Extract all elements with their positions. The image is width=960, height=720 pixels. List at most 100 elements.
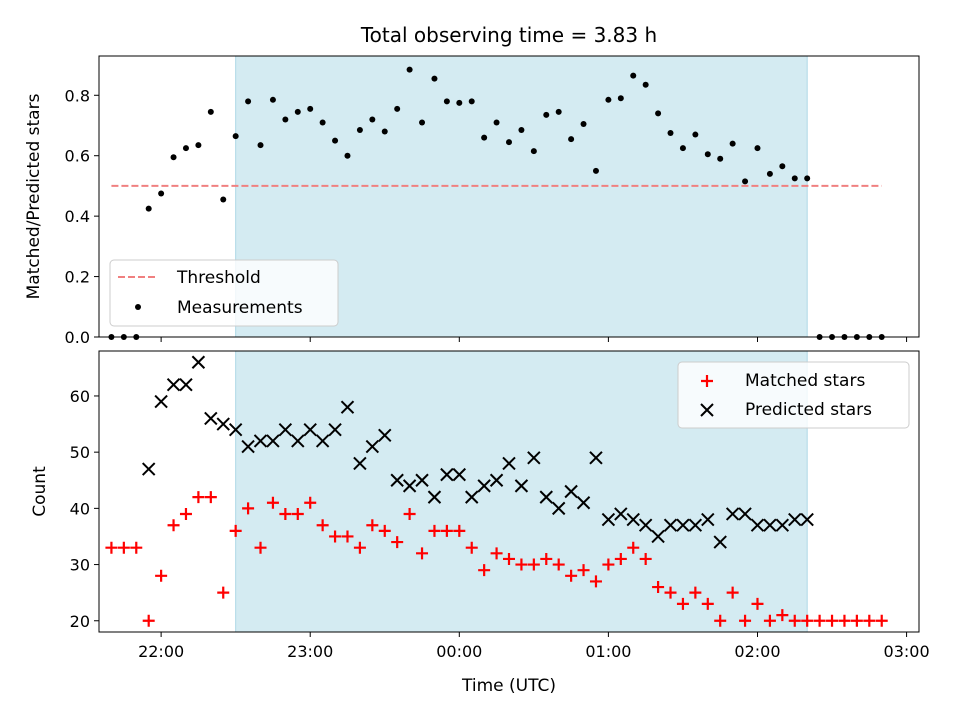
measurement-point: [394, 105, 401, 112]
measurement-point: [493, 119, 500, 126]
measurement-point: [381, 128, 388, 135]
matched-point: [391, 536, 404, 549]
measurement-point: [419, 119, 426, 126]
matched-point: [316, 519, 329, 532]
predicted-point: [551, 501, 566, 516]
bottom-xtick-label: 00:00: [436, 642, 482, 661]
predicted-point: [228, 422, 243, 437]
top-ytick-label: 0.0: [65, 328, 90, 347]
measurement-point: [182, 145, 189, 152]
matched-point: [527, 558, 540, 571]
matched-point: [540, 552, 553, 565]
matched-point: [863, 614, 876, 627]
predicted-point: [638, 518, 653, 532]
top-ytick-label: 0.4: [65, 207, 90, 226]
predicted-point: [775, 518, 790, 532]
predicted-point: [378, 428, 392, 443]
predicted-point: [489, 473, 504, 487]
predicted-point: [353, 456, 367, 471]
measurement-point: [704, 151, 711, 158]
predicted-point: [315, 434, 330, 448]
predicted-point: [141, 462, 156, 476]
measurement-point: [220, 196, 227, 203]
measurement-point: [568, 136, 575, 143]
matched-point: [192, 491, 205, 504]
matched-point: [726, 586, 739, 599]
bottom-ytick-label: 40: [70, 499, 90, 518]
matched-point: [167, 519, 180, 532]
bottom-ytick-label: 50: [70, 443, 90, 462]
bottom-xtick-label: 23:00: [287, 642, 333, 661]
top-ytick-label: 0.6: [65, 147, 90, 166]
matched-point: [689, 586, 702, 599]
measurement-point: [655, 110, 662, 117]
predicted-point: [328, 422, 342, 437]
bottom-panel: 20 30 40 50 60 22:00 23:00 00:00 01:00 02:00 03:00…: [30, 350, 930, 661]
predicted-point: [502, 456, 516, 471]
predicted-point: [191, 355, 206, 369]
measurement-point: [456, 99, 463, 106]
bottom-ytick-label: 20: [70, 612, 90, 631]
measurement-point: [592, 167, 599, 174]
predicted-point: [266, 434, 280, 448]
matched-point: [664, 586, 677, 599]
predicted-point: [452, 467, 467, 482]
measurement-point: [530, 148, 537, 155]
measurement-point: [742, 178, 749, 185]
matched-point: [614, 552, 627, 565]
matched-point: [589, 575, 602, 588]
measurement-point: [605, 96, 612, 103]
matched-point: [503, 552, 515, 565]
predicted-point: [390, 473, 404, 487]
predicted-point: [539, 490, 553, 504]
matched-point: [813, 614, 826, 627]
top-legend-box: [109, 259, 339, 327]
bottom-legend-box: [677, 361, 910, 429]
bottom-xtick-label: 01:00: [585, 642, 631, 661]
matched-point: [204, 491, 217, 504]
matched-point: [801, 614, 814, 627]
predicted-point: [626, 512, 640, 527]
predicted-point: [788, 512, 802, 527]
matched-point: [652, 581, 665, 594]
predicted-point: [216, 417, 230, 431]
bottom-xtick-label: 02:00: [734, 642, 780, 661]
measurement-point: [145, 205, 152, 212]
predicted-point: [166, 378, 181, 392]
matched-point: [291, 507, 304, 520]
predicted-point: [738, 507, 752, 521]
matched-point: [627, 541, 640, 554]
measurement-point: [779, 163, 786, 170]
measurement-point: [332, 137, 339, 144]
matched-point: [217, 586, 230, 599]
matched-point: [304, 496, 317, 509]
chart-title: Total observing time = 3.83 h: [360, 23, 657, 47]
measurement-point: [307, 105, 314, 112]
predicted-point: [402, 479, 417, 493]
matched-point: [453, 524, 466, 537]
bottom-legend: Matched stars Predicted stars: [677, 361, 910, 429]
top-axes-frame: [98, 55, 920, 338]
matched-point: [229, 524, 242, 537]
matched-point: [875, 614, 888, 627]
predicted-point: [465, 490, 479, 504]
matched-point: [254, 541, 267, 554]
measurement-point: [170, 154, 177, 161]
bottom-ytick-label: 30: [70, 556, 90, 575]
measurement-point: [468, 98, 475, 105]
matched-point: [155, 569, 168, 582]
matched-point: [465, 541, 478, 554]
measurement-point: [555, 108, 562, 115]
bottom-y-axis-label: Count: [30, 466, 50, 517]
measurement-point: [791, 175, 798, 182]
measurement-point: [356, 127, 363, 134]
measurement-point: [319, 119, 326, 126]
legend-predicted-swatch: [700, 403, 714, 417]
matched-point: [788, 614, 801, 627]
bottom-ytick-label: 60: [70, 387, 90, 406]
measurement-point: [667, 130, 674, 137]
measurement-point: [207, 108, 214, 115]
measurement-point: [294, 108, 301, 115]
measurement-point: [158, 190, 165, 197]
predicted-point: [340, 400, 355, 414]
